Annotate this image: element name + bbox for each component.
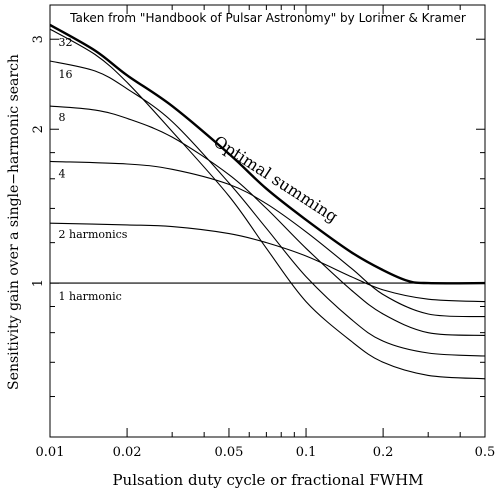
series-line-8 <box>49 105 486 336</box>
x-axis-label: Pulsation duty cycle or fractional FWHM <box>112 471 423 489</box>
series-line-optimal-summing <box>49 23 486 285</box>
x-tick-label: 0.01 <box>36 445 65 460</box>
series-label: 4 <box>59 167 66 180</box>
y-tick-label: 1 <box>31 279 46 287</box>
ticks-layer: 0.01 0.02 0.05 0.1 0.2 0.5 1 2 3 <box>31 5 495 460</box>
series-label: 2 harmonics <box>59 228 128 241</box>
x-tick-label: 0.1 <box>296 445 317 460</box>
x-tick-label: 0.5 <box>475 445 496 460</box>
series-label: 32 <box>59 36 73 49</box>
x-tick-label: 0.05 <box>214 445 243 460</box>
y-tick-label: 2 <box>31 125 46 133</box>
y-axis-label: Sensitivity gain over a single−harmonic … <box>6 54 22 390</box>
x-tick-label: 0.2 <box>373 445 394 460</box>
series-label: 8 <box>59 111 66 124</box>
y-tick-label: 3 <box>31 35 46 43</box>
series-line-2-harmonics <box>49 222 486 303</box>
optimal-summing-annotation: Optimal summing <box>210 132 341 227</box>
series-line-16 <box>49 60 486 357</box>
series-line-32 <box>49 28 486 380</box>
series-label: 1 harmonic <box>59 290 122 303</box>
chart-title: Taken from "Handbook of Pulsar Astronomy… <box>69 11 466 25</box>
plot-frame <box>49 4 486 438</box>
series-label: 16 <box>59 68 73 81</box>
labels-layer: 1 harmonic 2 harmonics 4 8 16 32 Optimal summi… <box>59 36 342 303</box>
series-line-4 <box>49 160 486 318</box>
curves-layer <box>49 23 486 380</box>
x-tick-label: 0.02 <box>113 445 142 460</box>
